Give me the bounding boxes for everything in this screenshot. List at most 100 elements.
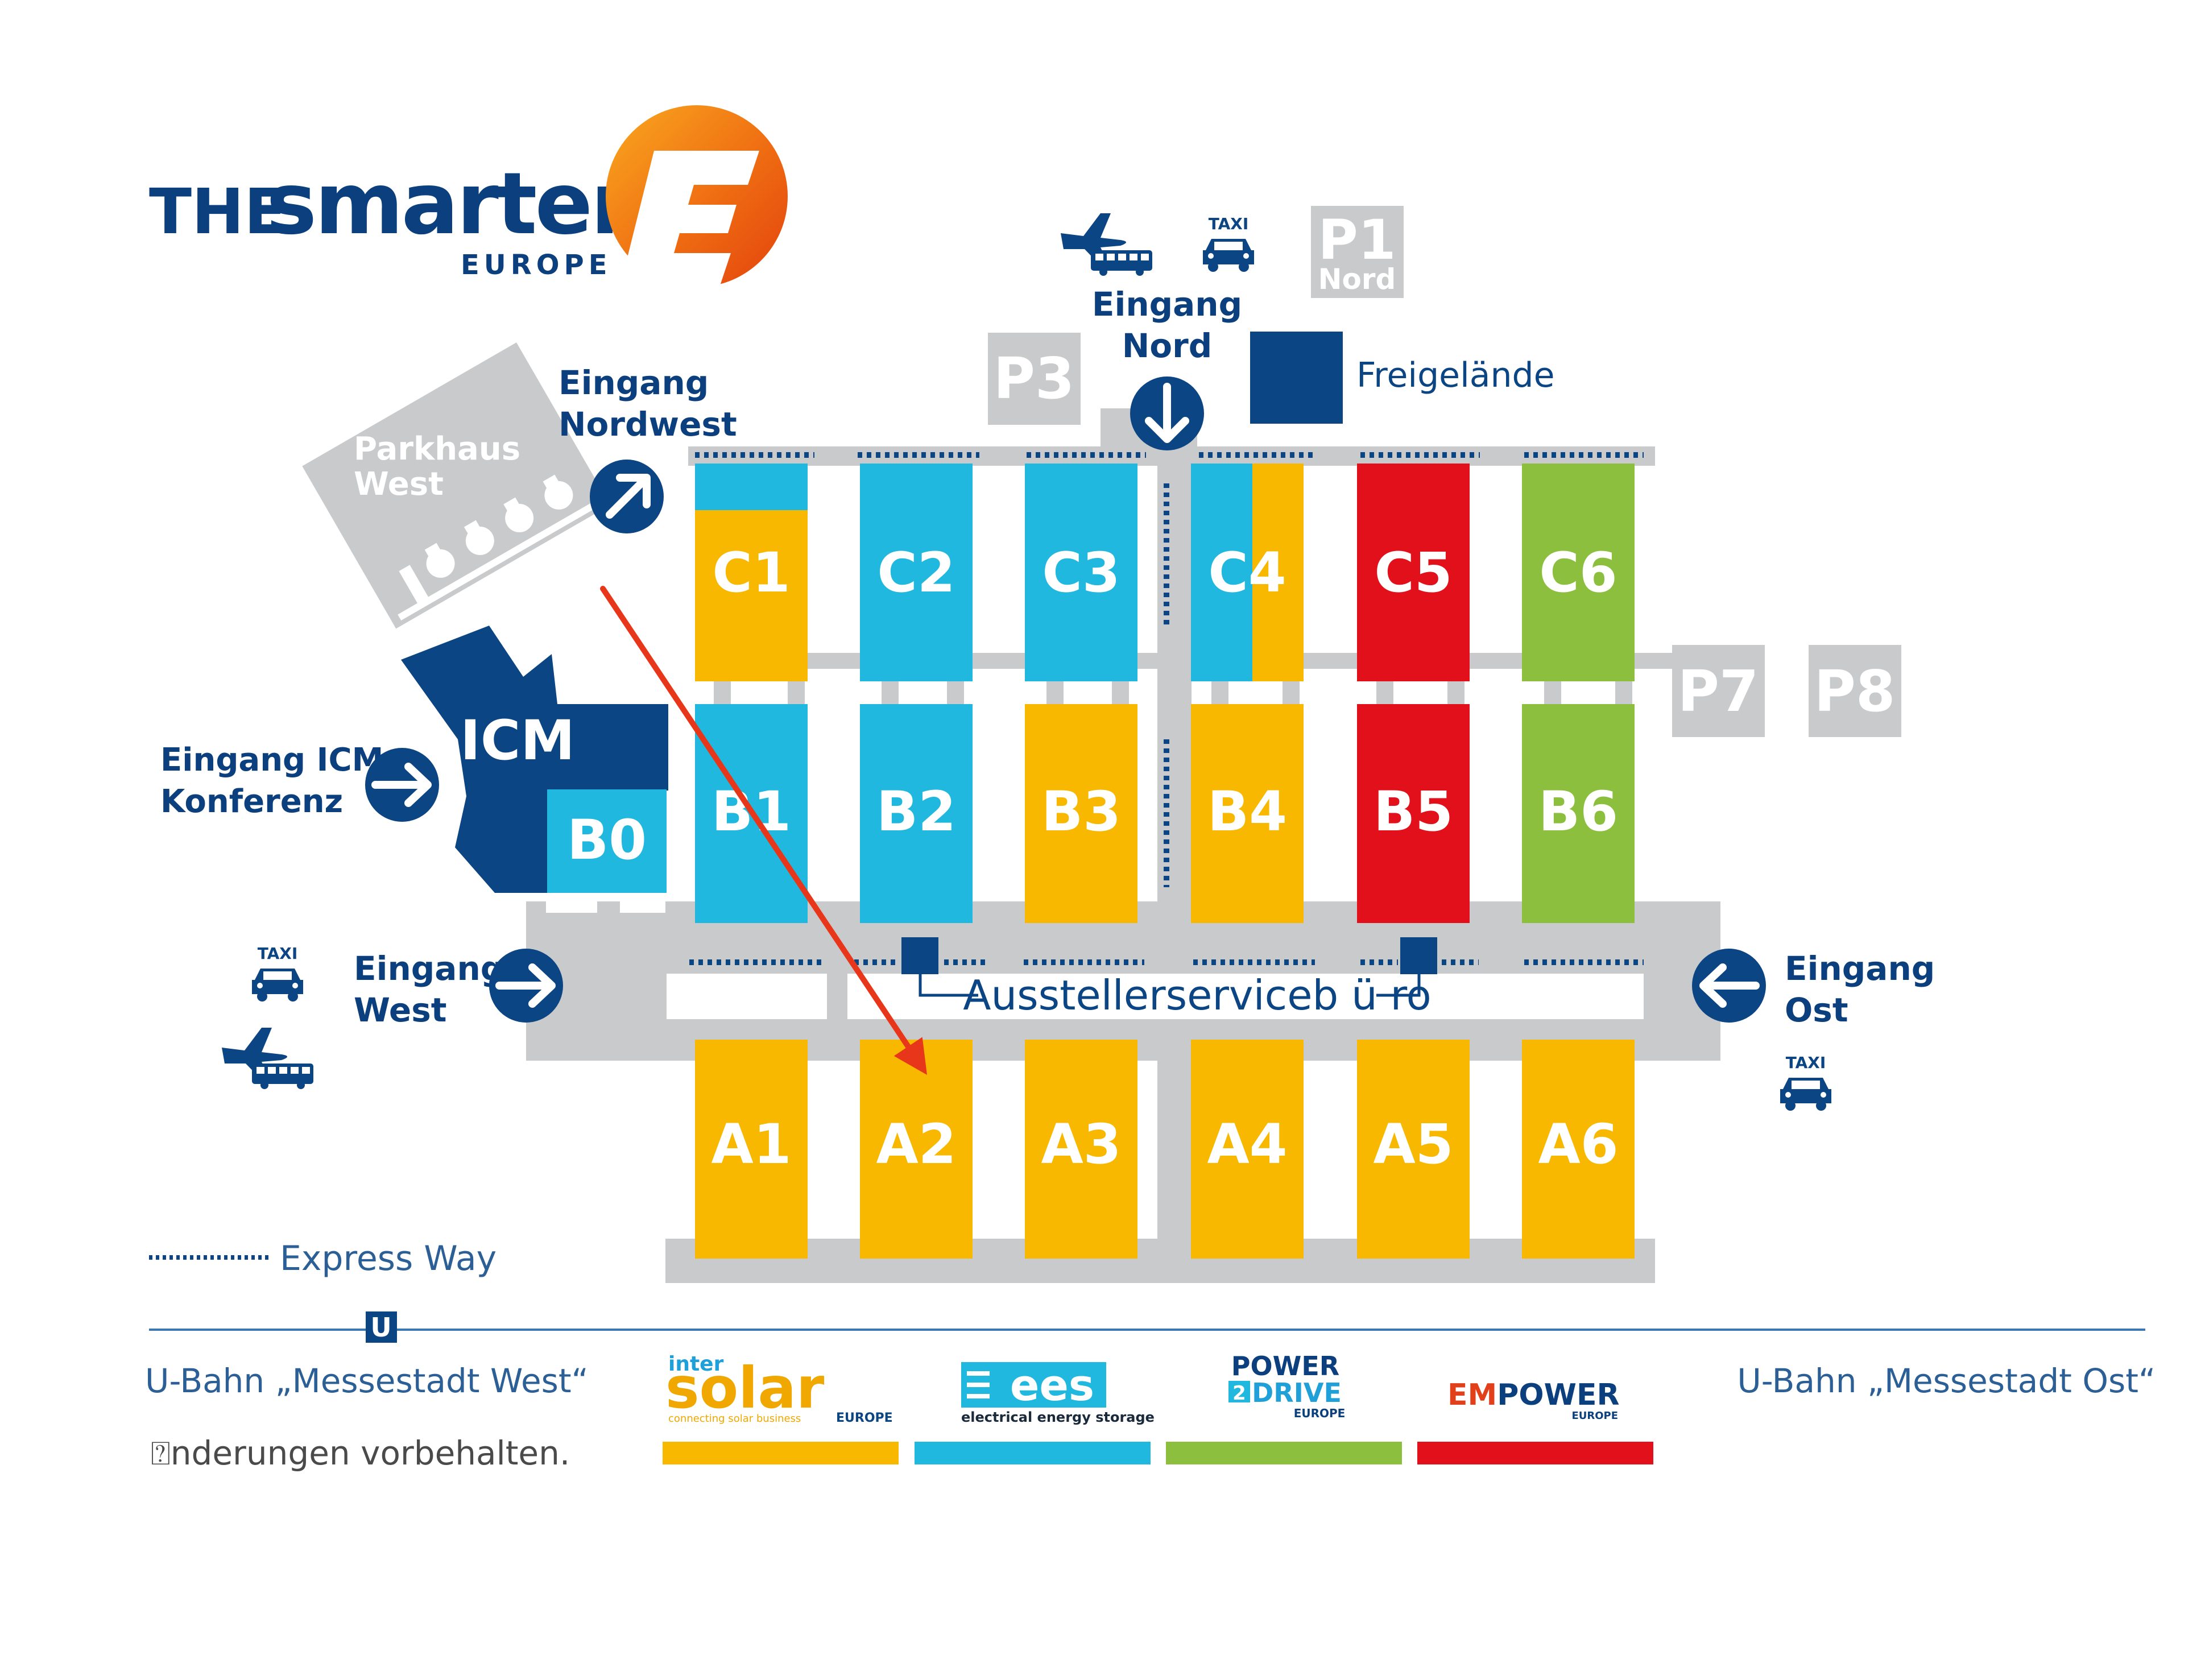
hall-b5[interactable]: B5	[1357, 704, 1470, 923]
hall-c1[interactable]: C1	[695, 464, 808, 681]
hall-a2[interactable]: A2	[860, 1040, 973, 1259]
service-marker-2	[1400, 937, 1437, 974]
logo-the: THE	[149, 175, 287, 248]
ubahn-sign-icon: U	[366, 1311, 397, 1343]
svg-text:A4: A4	[1207, 1112, 1287, 1176]
svg-text:P8: P8	[1814, 658, 1896, 725]
hall-a1[interactable]: A1	[695, 1040, 808, 1259]
svg-text:C1: C1	[712, 541, 790, 605]
parking-p8[interactable]: P8	[1809, 645, 1901, 737]
corridors	[526, 408, 1720, 1283]
ausstellerservice-label: Ausstellerserviceb ü ro	[963, 971, 1431, 1019]
parkhaus-west-label-1: Parkhaus	[354, 431, 520, 467]
logo-europe: EUROPE	[461, 249, 612, 281]
svg-text:EUROPE: EUROPE	[1294, 1406, 1346, 1420]
hall-a3[interactable]: A3	[1025, 1040, 1137, 1259]
brand-intersolar[interactable]: inter solar connecting solar business EU…	[663, 1352, 899, 1464]
svg-text:DRIVE: DRIVE	[1252, 1377, 1342, 1408]
svg-text:electrical energy storage: electrical energy storage	[961, 1409, 1155, 1425]
ubahn-ost-label: U-Bahn „Messestadt Ost“	[1737, 1362, 2156, 1400]
ubahn-west-label: U-Bahn „Messestadt West“	[145, 1362, 589, 1400]
svg-text:B4: B4	[1207, 780, 1287, 843]
svg-text:C6: C6	[1539, 541, 1617, 605]
express-way-legend: Express Way	[149, 1239, 497, 1278]
arrow-right-circle-icon	[489, 949, 563, 1023]
taxi-icon: TAXI	[1780, 1053, 1831, 1111]
entrance-nord[interactable]: Eingang Nord	[1092, 285, 1242, 450]
svg-text:solar: solar	[665, 1355, 825, 1421]
svg-text:inter: inter	[668, 1352, 724, 1376]
hall-a4[interactable]: A4	[1191, 1040, 1304, 1259]
entrance-nordwest[interactable]: Eingang Nordwest	[559, 363, 737, 533]
svg-text:P3: P3	[994, 345, 1075, 412]
central-vertical-corridor	[1157, 449, 1192, 1263]
svg-text:Eingang: Eingang	[354, 949, 504, 988]
parkhaus-west-label-2: West	[354, 466, 444, 503]
hall-b4[interactable]: B4	[1191, 704, 1304, 923]
hall-c2[interactable]: C2	[860, 464, 973, 681]
entrance-icm-konferenz[interactable]: Eingang ICM Konferenz	[160, 742, 439, 822]
hall-b0[interactable]: B0	[547, 789, 667, 893]
service-marker-1	[901, 937, 938, 974]
svg-text:Nord: Nord	[1122, 326, 1213, 365]
airplane-icon	[1061, 213, 1126, 264]
taxi-icon: TAXI	[1203, 214, 1254, 272]
taxi-icon: TAXI	[252, 944, 303, 1002]
svg-text:2: 2	[1232, 1382, 1246, 1405]
svg-text:EUROPE: EUROPE	[836, 1411, 893, 1425]
hall-c6[interactable]: C6	[1522, 464, 1635, 681]
bus-icon	[1091, 250, 1152, 276]
logo-e-mark	[620, 151, 759, 287]
brand-empower[interactable]: EMPOWER EUROPE	[1417, 1378, 1653, 1464]
brand-ees[interactable]: ees electrical energy storage	[915, 1360, 1155, 1464]
svg-text:C3: C3	[1042, 541, 1120, 605]
hall-c3[interactable]: C3	[1025, 464, 1137, 681]
arrow-left-circle-icon	[1692, 949, 1766, 1023]
arrow-right-circle-icon	[365, 748, 439, 822]
svg-text:B2: B2	[876, 780, 956, 843]
svg-text:C4: C4	[1208, 541, 1286, 605]
svg-text:connecting solar business: connecting solar business	[668, 1413, 801, 1425]
freigelaende-label: Freigelände	[1356, 355, 1555, 395]
brand-power2drive[interactable]: POWER 2 DRIVE EUROPE	[1166, 1351, 1402, 1464]
svg-text:C5: C5	[1374, 541, 1452, 605]
disclaimer: ⍰nderungen vorbehalten.	[151, 1434, 570, 1472]
hall-b2[interactable]: B2	[860, 704, 973, 923]
svg-text:A2: A2	[876, 1112, 956, 1176]
svg-text:A6: A6	[1538, 1112, 1618, 1176]
south-corridor	[665, 1239, 1655, 1283]
hub-white-lanes	[546, 893, 1644, 1019]
svg-text:TAXI: TAXI	[1209, 214, 1249, 233]
svg-text:Eingang: Eingang	[559, 363, 709, 402]
freigelaende[interactable]: Freigelände	[1250, 332, 1555, 424]
ausstellerservice[interactable]: Ausstellerserviceb ü ro	[901, 937, 1437, 1019]
hall-c4[interactable]: C4	[1191, 464, 1304, 681]
hall-c5[interactable]: C5	[1357, 464, 1470, 681]
arrow-down-circle-icon	[1130, 376, 1204, 450]
parking-p1[interactable]: P1 Nord	[1311, 206, 1404, 298]
hall-a6[interactable]: A6	[1522, 1040, 1635, 1259]
parking-p3[interactable]: P3	[988, 333, 1081, 425]
arrow-up-right-circle-icon	[590, 460, 664, 533]
svg-text:B6: B6	[1538, 780, 1618, 843]
svg-text:Eingang ICM: Eingang ICM	[160, 742, 383, 779]
logo-smarter: smarter	[266, 155, 632, 254]
hall-a5[interactable]: A5	[1357, 1040, 1470, 1259]
entrance-ost[interactable]: Eingang Ost	[1692, 949, 1935, 1029]
hall-b6[interactable]: B6	[1522, 704, 1635, 923]
svg-text:TAXI: TAXI	[258, 944, 298, 963]
hall-b3[interactable]: B3	[1025, 704, 1137, 923]
entrance-west[interactable]: Eingang West	[354, 949, 563, 1029]
svg-text:C2: C2	[877, 541, 955, 605]
svg-text:A1: A1	[711, 1112, 791, 1176]
express-way-dots	[689, 452, 1644, 965]
svg-text:B3: B3	[1041, 780, 1121, 843]
svg-text:Eingang: Eingang	[1785, 949, 1935, 988]
svg-text:A5: A5	[1373, 1112, 1453, 1176]
svg-text:B0: B0	[567, 808, 647, 872]
parking-p7[interactable]: P7	[1672, 645, 1765, 737]
svg-text:ees: ees	[1010, 1360, 1094, 1410]
svg-text:P7: P7	[1678, 658, 1759, 725]
parkhaus-west	[302, 342, 611, 629]
